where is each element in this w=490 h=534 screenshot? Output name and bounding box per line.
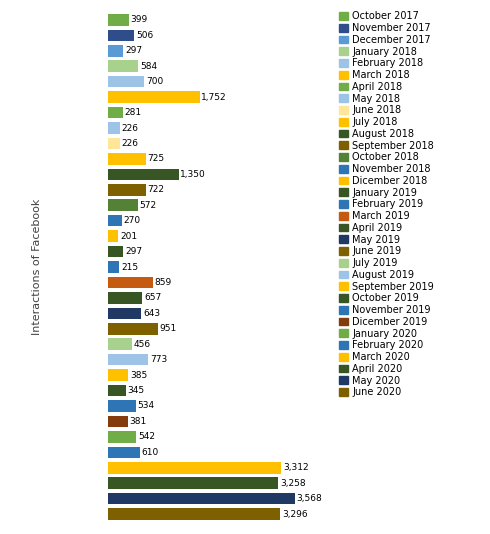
Text: 3,258: 3,258 bbox=[280, 478, 306, 488]
Bar bbox=[108, 184, 146, 195]
Text: 725: 725 bbox=[147, 154, 165, 163]
Bar bbox=[108, 91, 199, 103]
Text: 1,752: 1,752 bbox=[201, 93, 227, 101]
Text: 226: 226 bbox=[122, 123, 139, 132]
Bar bbox=[108, 292, 142, 304]
Text: 3,296: 3,296 bbox=[282, 509, 308, 519]
Text: 297: 297 bbox=[125, 247, 143, 256]
Text: 1,350: 1,350 bbox=[180, 170, 206, 179]
Bar bbox=[108, 60, 138, 72]
Text: 385: 385 bbox=[130, 371, 147, 380]
Bar bbox=[108, 76, 145, 88]
Bar bbox=[108, 199, 138, 211]
Bar bbox=[108, 169, 178, 180]
Bar bbox=[108, 45, 123, 57]
Text: 456: 456 bbox=[134, 340, 151, 349]
Bar bbox=[108, 246, 123, 257]
Text: 345: 345 bbox=[128, 386, 145, 395]
Text: 281: 281 bbox=[124, 108, 142, 117]
Bar bbox=[108, 431, 136, 443]
Text: 3,568: 3,568 bbox=[296, 494, 322, 503]
Text: 773: 773 bbox=[150, 355, 168, 364]
Text: 506: 506 bbox=[136, 31, 153, 40]
Text: 657: 657 bbox=[144, 293, 161, 302]
Text: 584: 584 bbox=[140, 62, 157, 71]
Text: 399: 399 bbox=[130, 15, 148, 25]
Text: 643: 643 bbox=[144, 309, 160, 318]
Text: 859: 859 bbox=[155, 278, 172, 287]
Bar bbox=[108, 14, 129, 26]
Text: 951: 951 bbox=[159, 324, 177, 333]
Text: 542: 542 bbox=[138, 433, 155, 441]
Bar bbox=[108, 508, 280, 520]
Bar bbox=[108, 138, 120, 150]
Bar bbox=[108, 339, 132, 350]
Text: 201: 201 bbox=[120, 232, 137, 241]
Bar bbox=[108, 29, 134, 41]
Bar bbox=[108, 261, 119, 273]
Bar bbox=[108, 122, 120, 134]
Bar bbox=[108, 477, 278, 489]
Bar bbox=[108, 415, 128, 427]
Text: 700: 700 bbox=[147, 77, 164, 86]
Text: 610: 610 bbox=[142, 448, 159, 457]
Text: 534: 534 bbox=[138, 402, 155, 411]
Bar bbox=[108, 462, 281, 474]
Bar bbox=[108, 354, 148, 365]
Bar bbox=[108, 308, 142, 319]
Bar bbox=[108, 370, 128, 381]
Text: 297: 297 bbox=[125, 46, 143, 56]
Text: 572: 572 bbox=[140, 201, 157, 210]
Text: Interactions of Facebook: Interactions of Facebook bbox=[32, 199, 42, 335]
Text: 270: 270 bbox=[124, 216, 141, 225]
Bar bbox=[108, 493, 294, 505]
Bar bbox=[108, 277, 153, 288]
Text: 215: 215 bbox=[121, 263, 138, 271]
Bar bbox=[108, 400, 136, 412]
Bar bbox=[108, 153, 146, 164]
Bar bbox=[108, 323, 158, 335]
Bar bbox=[108, 446, 140, 458]
Bar bbox=[108, 215, 122, 226]
Text: 722: 722 bbox=[147, 185, 165, 194]
Text: 3,312: 3,312 bbox=[283, 463, 309, 472]
Legend: October 2017, November 2017, December 2017, January 2018, February 2018, March 2: October 2017, November 2017, December 20… bbox=[338, 11, 435, 398]
Text: 226: 226 bbox=[122, 139, 139, 148]
Bar bbox=[108, 107, 122, 119]
Text: 381: 381 bbox=[130, 417, 147, 426]
Bar bbox=[108, 384, 126, 396]
Bar bbox=[108, 230, 118, 242]
